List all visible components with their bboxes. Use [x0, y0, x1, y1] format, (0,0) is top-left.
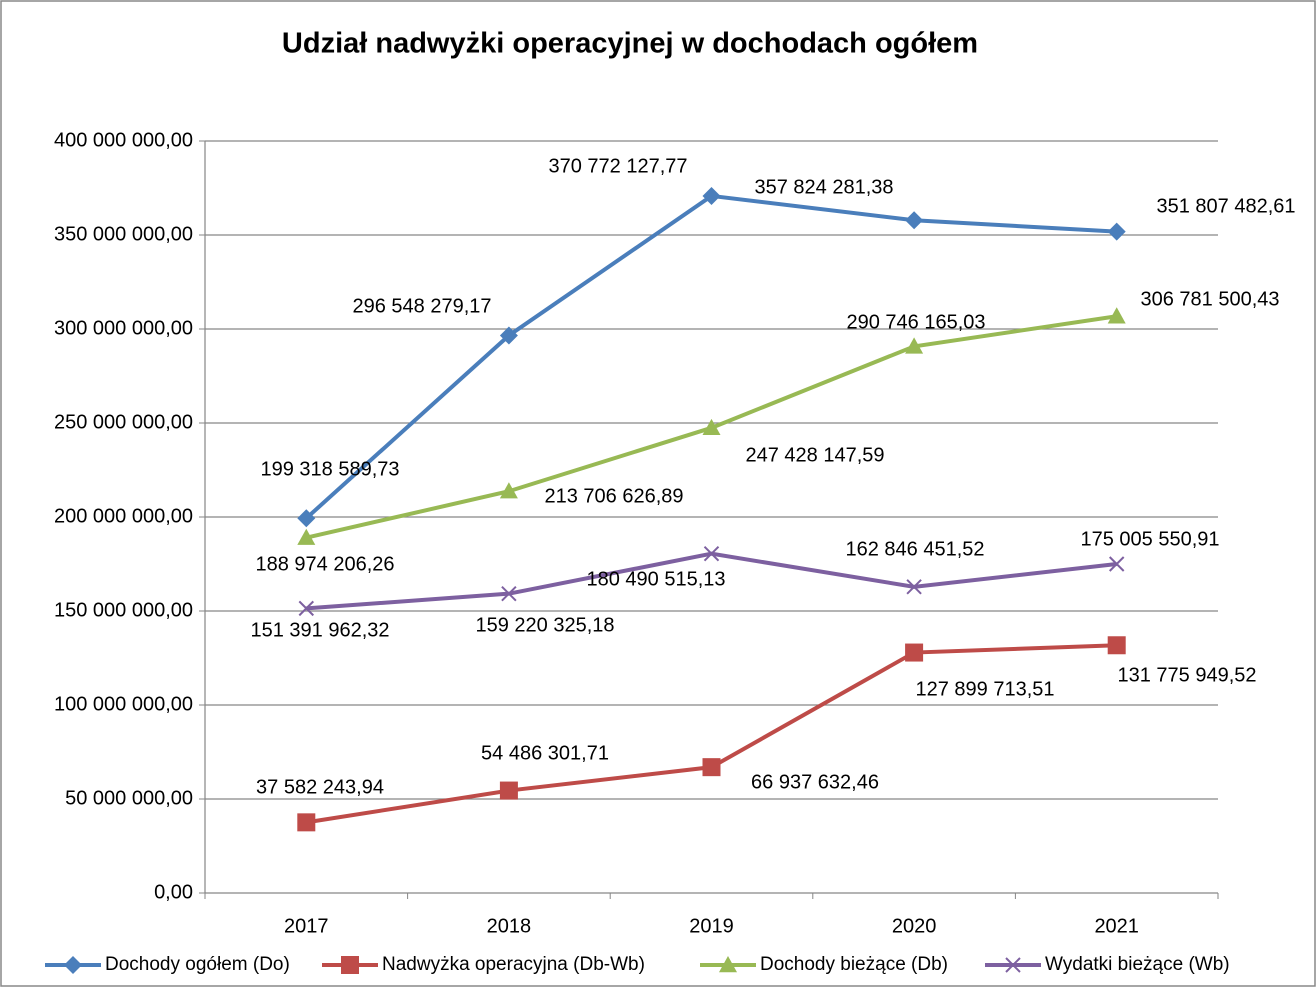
- data-label: 296 548 279,17: [352, 295, 491, 317]
- data-label: 357 824 281,38: [754, 176, 893, 198]
- data-label: 351 807 482,61: [1156, 195, 1295, 217]
- data-point: [499, 482, 518, 499]
- data-label: 370 772 127,77: [548, 155, 687, 177]
- data-point: [703, 545, 720, 562]
- legend-label: Wydatki bieżące (Wb): [1045, 954, 1230, 975]
- data-point: [1107, 307, 1126, 324]
- y-tick-label: 200 000 000,00: [54, 505, 193, 527]
- data-point: [905, 211, 924, 230]
- data-label: 131 775 949,52: [1117, 664, 1256, 686]
- data-point: [702, 418, 721, 436]
- data-label: 54 486 301,71: [481, 742, 609, 764]
- data-point: [1108, 556, 1125, 572]
- y-tick-label: 50 000 000,00: [65, 787, 193, 809]
- data-point: [499, 781, 518, 800]
- x-tick-label: 2018: [487, 915, 532, 937]
- data-point: [702, 186, 721, 205]
- data-label: 180 490 515,13: [586, 568, 725, 590]
- data-label: 247 428 147,59: [745, 444, 884, 466]
- y-tick-label: 250 000 000,00: [54, 411, 193, 433]
- data-label: 175 005 550,91: [1080, 528, 1219, 550]
- x-tick-label: 2017: [284, 915, 329, 937]
- data-label: 151 391 962,32: [250, 619, 389, 641]
- data-point: [298, 600, 315, 617]
- data-point: [297, 813, 316, 832]
- data-point: [297, 509, 316, 528]
- data-label: 199 318 589,73: [260, 458, 399, 480]
- y-tick-label: 350 000 000,00: [54, 223, 193, 245]
- y-tick-label: 300 000 000,00: [54, 317, 193, 339]
- legend-label: Dochody bieżące (Db): [760, 954, 948, 975]
- y-tick-label: 150 000 000,00: [54, 599, 193, 621]
- legend-marker: [1005, 957, 1021, 973]
- data-label: 306 781 500,43: [1140, 288, 1279, 310]
- chart-title: Udział nadwyżki operacyjnej w dochodach …: [282, 28, 978, 60]
- data-point: [499, 326, 518, 345]
- data-point: [905, 643, 924, 662]
- x-tick-label: 2020: [892, 915, 937, 937]
- data-point: [501, 585, 517, 602]
- legend-marker: [341, 956, 359, 974]
- data-label: 159 220 325,18: [475, 614, 614, 636]
- y-tick-label: 400 000 000,00: [54, 129, 193, 151]
- data-point: [297, 528, 316, 545]
- data-label: 37 582 243,94: [256, 776, 384, 798]
- legend-marker: [719, 956, 737, 973]
- legend-marker: [64, 956, 82, 974]
- data-point: [906, 579, 922, 595]
- data-point: [905, 337, 924, 354]
- data-label: 213 706 626,89: [544, 485, 683, 507]
- data-label: 127 899 713,51: [915, 678, 1054, 700]
- x-tick-label: 2019: [689, 915, 734, 937]
- x-tick-label: 2021: [1094, 915, 1139, 937]
- data-label: 290 746 165,03: [846, 311, 985, 333]
- data-point: [1107, 222, 1126, 241]
- legend-label: Dochody ogółem (Do): [105, 954, 290, 975]
- data-label: 66 937 632,46: [751, 771, 879, 793]
- data-label: 188 974 206,26: [255, 553, 394, 575]
- y-tick-label: 0,00: [154, 881, 193, 903]
- legend-label: Nadwyżka operacyjna (Db-Wb): [382, 954, 645, 975]
- y-tick-label: 100 000 000,00: [54, 693, 193, 715]
- data-point: [1107, 636, 1126, 655]
- data-point: [702, 758, 721, 777]
- data-label: 162 846 451,52: [845, 538, 984, 560]
